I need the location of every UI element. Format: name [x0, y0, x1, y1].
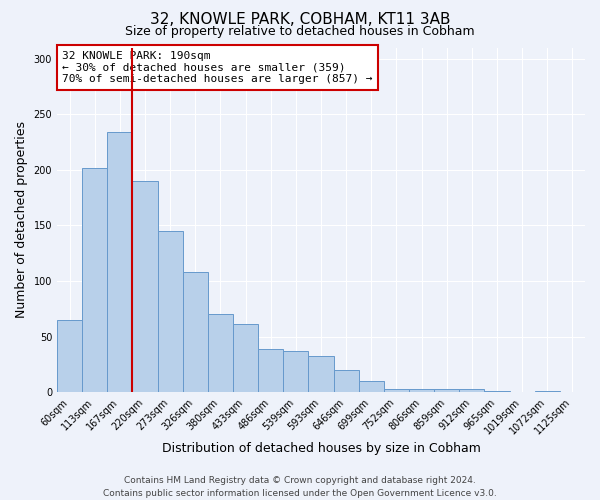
Bar	[359, 381, 384, 392]
Bar	[283, 351, 308, 393]
Bar	[57, 320, 82, 392]
Bar	[334, 370, 359, 392]
Bar	[133, 181, 158, 392]
Y-axis label: Number of detached properties: Number of detached properties	[15, 122, 28, 318]
Bar	[409, 389, 434, 392]
Bar	[459, 389, 484, 392]
Bar	[183, 272, 208, 392]
Bar	[384, 389, 409, 392]
Bar	[107, 132, 133, 392]
Text: 32 KNOWLE PARK: 190sqm
← 30% of detached houses are smaller (359)
70% of semi-de: 32 KNOWLE PARK: 190sqm ← 30% of detached…	[62, 51, 373, 84]
Bar	[233, 324, 258, 392]
Bar	[308, 356, 334, 393]
Bar	[258, 349, 283, 393]
Bar	[82, 168, 107, 392]
Text: Contains HM Land Registry data © Crown copyright and database right 2024.
Contai: Contains HM Land Registry data © Crown c…	[103, 476, 497, 498]
Bar	[208, 314, 233, 392]
X-axis label: Distribution of detached houses by size in Cobham: Distribution of detached houses by size …	[161, 442, 481, 455]
Text: 32, KNOWLE PARK, COBHAM, KT11 3AB: 32, KNOWLE PARK, COBHAM, KT11 3AB	[150, 12, 450, 28]
Bar	[535, 391, 560, 392]
Bar	[158, 231, 183, 392]
Bar	[434, 389, 459, 392]
Text: Size of property relative to detached houses in Cobham: Size of property relative to detached ho…	[125, 25, 475, 38]
Bar	[484, 391, 509, 392]
